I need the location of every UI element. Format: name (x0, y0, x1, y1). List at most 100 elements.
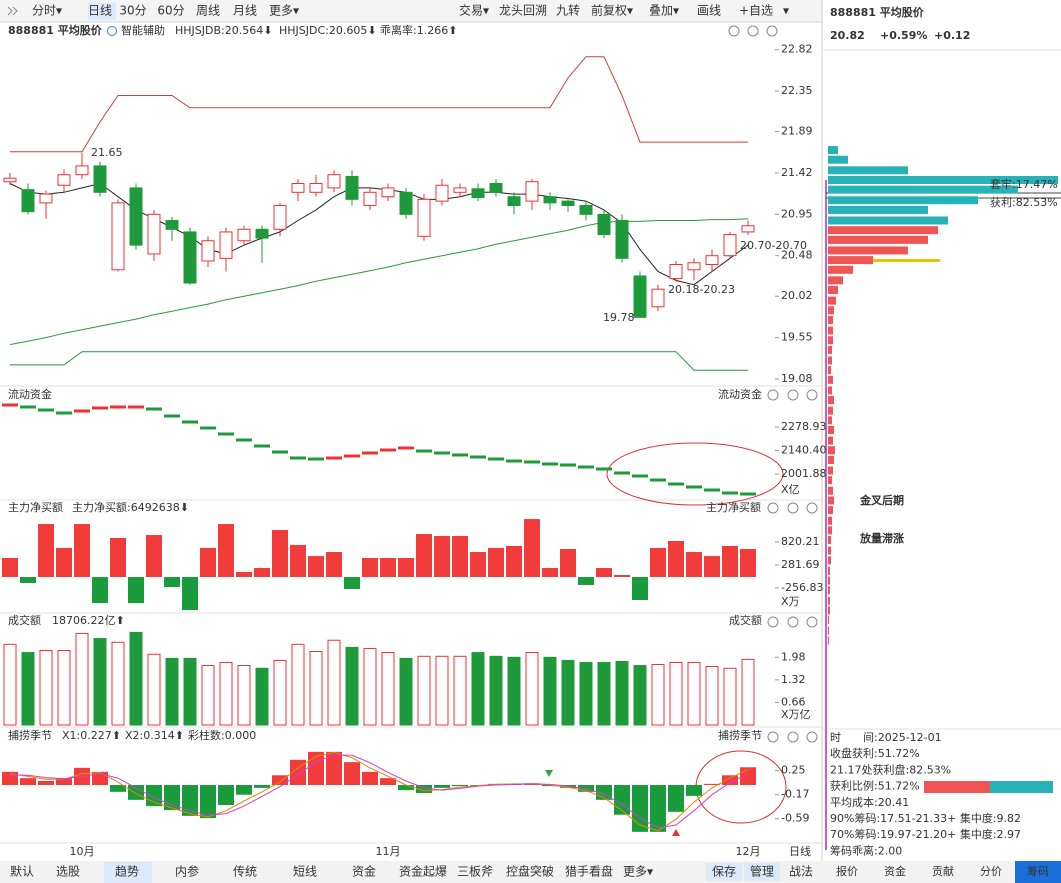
bottom-tab[interactable]: 趋势 (115, 865, 139, 879)
chip-stat: 时 间:2025-12-01 (830, 731, 942, 744)
legend-item: HHJSJDB:20.564⬇ (175, 24, 272, 37)
collapse-icon[interactable] (7, 6, 13, 16)
candle-body (309, 183, 323, 193)
sidebar-tab[interactable]: 筹码 (1027, 864, 1049, 878)
chip-bar (828, 576, 830, 585)
bar (668, 785, 684, 812)
assist-icon[interactable] (107, 26, 117, 36)
volume-bar (705, 666, 719, 726)
y-tick-label: 21.89 (781, 125, 813, 138)
volume-bar (525, 652, 539, 726)
bar (578, 576, 594, 585)
bar (254, 785, 270, 788)
price-annotation: 20.70-20.70 (740, 239, 807, 252)
toolbar-button[interactable]: 龙头回溯 (499, 3, 547, 18)
volume-bar (237, 665, 251, 726)
change: +0.12 (934, 29, 970, 42)
toolbar-button[interactable]: 叠加▾ (649, 4, 679, 18)
candle-body (363, 191, 377, 207)
chip-bar (828, 235, 928, 244)
bar (380, 778, 396, 785)
bottom-tab[interactable]: 传统 (233, 864, 257, 879)
sidebar-tab[interactable]: 资金 (884, 864, 906, 878)
toolbar-button[interactable]: 更多▾ (269, 4, 299, 18)
sidebar-tab[interactable]: 报价 (836, 864, 858, 878)
bar (218, 524, 234, 577)
y-tick-label: 22.82 (781, 43, 813, 56)
chip-stat: 90%筹码:17.51-21.33+ 集中度:9.82 (830, 811, 1021, 825)
bottom-tab[interactable]: 三板斧 (457, 865, 493, 879)
bottom-action[interactable]: 管理 (750, 864, 774, 879)
panel-title: 成交额 (8, 613, 41, 627)
chip-stat: 70%筹码:19.97-21.20+ 集中度:2.97 (830, 827, 1021, 841)
bottom-action[interactable]: 战法 (789, 865, 813, 879)
toolbar-button[interactable]: 九转 (556, 3, 580, 18)
bottom-tab[interactable]: 选股 (56, 865, 80, 879)
toolbar-button[interactable]: 分时▾ (32, 4, 62, 18)
bar (434, 535, 450, 577)
y-tick-label: -0.17 (781, 788, 809, 801)
price-annotation: 20.18-20.23 (668, 283, 735, 296)
bar (398, 557, 414, 577)
chip-bar (828, 196, 978, 205)
sidebar-tab[interactable]: 贡献 (932, 864, 954, 878)
toolbar-button[interactable]: 60分 (157, 4, 184, 18)
bar (704, 783, 720, 785)
y-tick-label: 21.42 (781, 166, 813, 179)
volume-bar (309, 651, 323, 726)
bottom-tab[interactable]: 资金起爆 (399, 864, 447, 879)
bottom-tab[interactable]: 猎手看盘 (565, 864, 613, 879)
chip-bar (828, 526, 832, 535)
legend-item: 乖离率:1.266⬆ (380, 23, 457, 37)
bar (164, 576, 180, 587)
candle-body (75, 165, 89, 176)
sidebar-tab[interactable]: 分价 (980, 865, 1002, 878)
toolbar-button[interactable]: +自选 (739, 4, 773, 18)
bottom-tab[interactable]: 控盘突破 (506, 864, 554, 879)
collapse-icon[interactable] (12, 6, 18, 16)
bar (650, 547, 666, 577)
volume-bar (291, 643, 305, 726)
bar (344, 762, 360, 785)
toolbar-bg (0, 0, 822, 22)
toolbar-button[interactable]: ▾ (783, 4, 789, 18)
bar (38, 524, 54, 577)
bottom-tab[interactable]: 资金 (352, 864, 376, 879)
toolbar-button[interactable]: 日线 (88, 4, 112, 18)
volume-bar (615, 660, 629, 726)
volume-bar (453, 655, 467, 726)
volume-bar (381, 652, 395, 726)
bar (632, 576, 648, 600)
bar (56, 547, 72, 577)
bar (704, 556, 720, 577)
toolbar-button[interactable]: 周线 (196, 4, 220, 18)
volume-bar (129, 631, 143, 726)
candle-body (597, 213, 611, 236)
bottom-action[interactable]: 保存 (712, 865, 736, 879)
candle-body (57, 174, 71, 186)
signal-arrow-up (672, 829, 680, 836)
chip-bar (828, 606, 830, 615)
bar (362, 557, 378, 577)
toolbar-button[interactable]: 月线 (233, 4, 257, 18)
volume-bar (39, 650, 53, 726)
bottom-tab[interactable]: 短线 (293, 865, 317, 879)
toolbar-button[interactable]: 前复权▾ (591, 3, 633, 18)
toolbar-button[interactable]: 画线 (697, 4, 721, 18)
indicator-line (9, 754, 749, 829)
bar (290, 759, 306, 785)
bottom-tab[interactable]: 默认 (10, 864, 34, 879)
panel-icons[interactable] (728, 25, 818, 743)
bottom-tab[interactable]: 内参 (175, 864, 199, 879)
toolbar-button[interactable]: 30分 (119, 4, 146, 18)
bar (92, 576, 108, 604)
toolbar-button[interactable]: 交易▾ (459, 3, 489, 18)
volume-bar (219, 661, 233, 726)
volume-bar (471, 652, 485, 726)
bottom-tab[interactable]: 更多▾ (623, 865, 653, 879)
bar (272, 530, 288, 577)
y-unit: X万 (781, 595, 800, 608)
bar (416, 785, 432, 793)
bar (218, 785, 234, 805)
